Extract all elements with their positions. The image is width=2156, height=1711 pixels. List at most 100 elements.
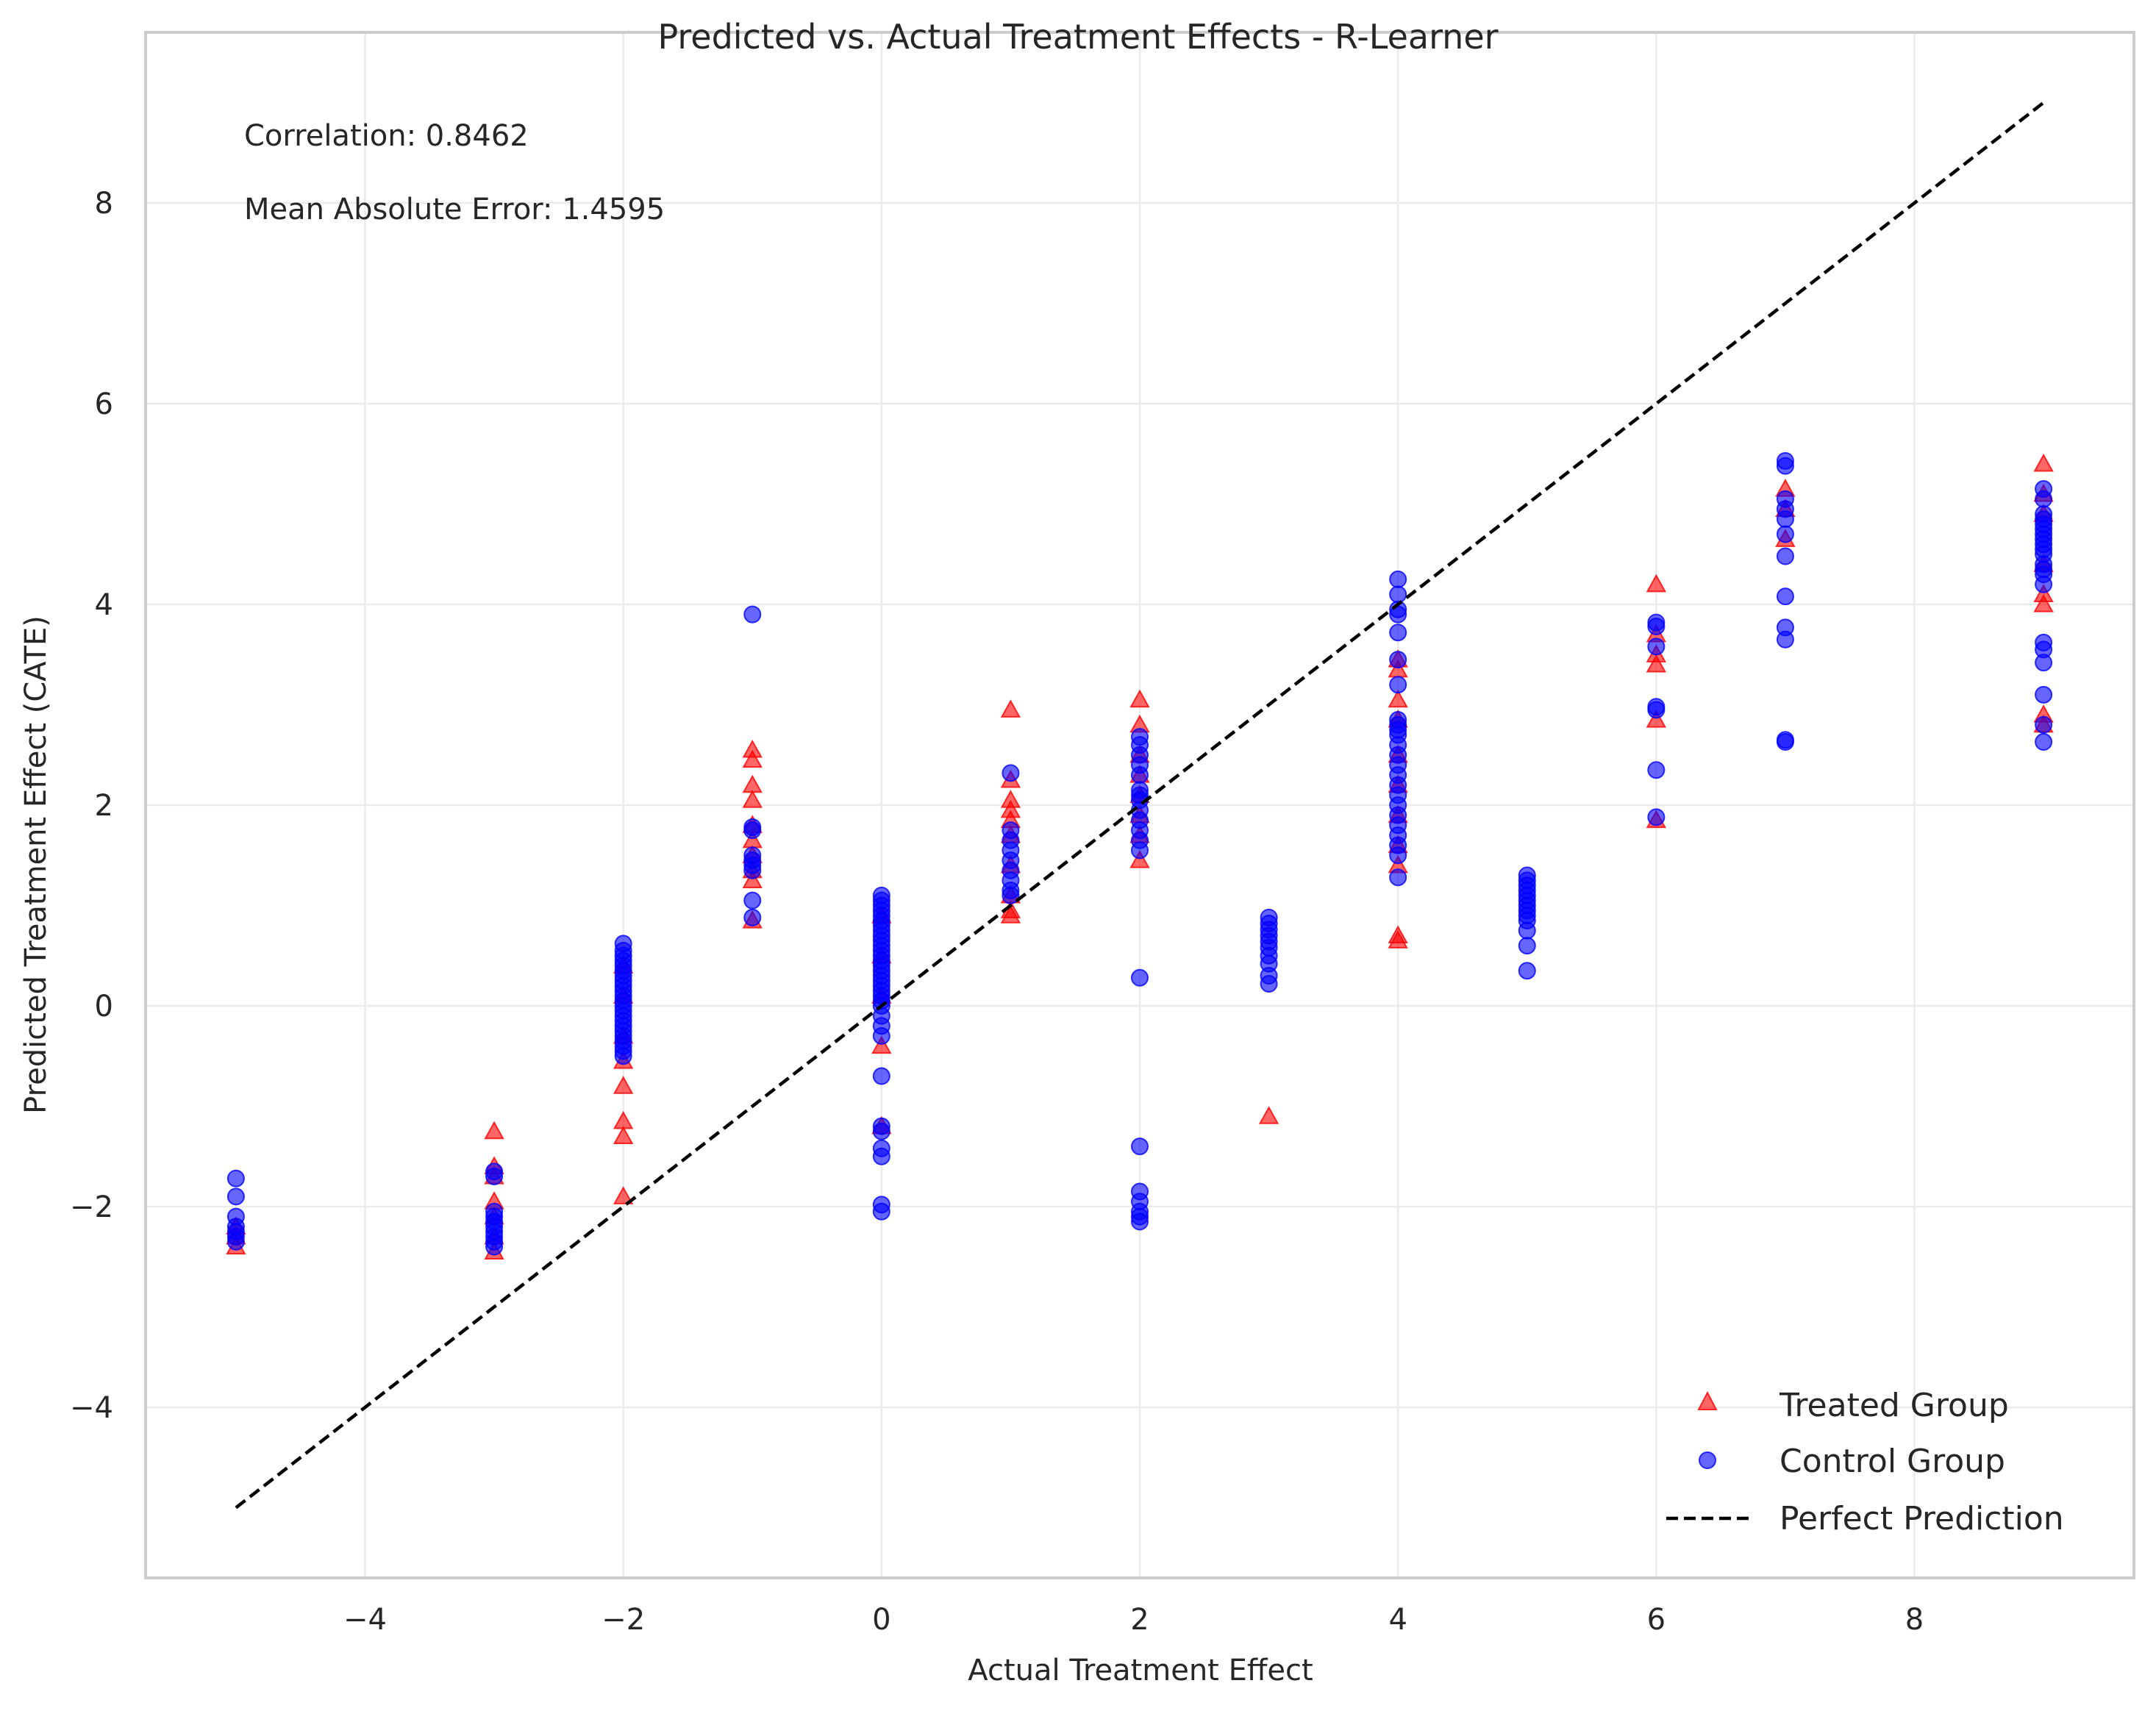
circle-marker-icon xyxy=(1699,1451,1716,1469)
control-point xyxy=(1518,937,1536,955)
control-point xyxy=(1260,974,1278,993)
x-tick-label: −2 xyxy=(602,1603,645,1637)
control-point xyxy=(2035,490,2053,508)
control-point xyxy=(743,605,762,624)
treated-point xyxy=(1646,574,1667,593)
x-tick-label: 2 xyxy=(1130,1603,1149,1637)
x-axis-label: Actual Treatment Effect xyxy=(968,1654,1313,1687)
x-tick-label: −4 xyxy=(343,1603,387,1637)
mae-annotation: Mean Absolute Error: 1.4595 xyxy=(244,193,665,226)
legend-label-perfect-prediction: Perfect Prediction xyxy=(1780,1500,2064,1537)
treated-point xyxy=(613,1076,634,1094)
control-point xyxy=(1131,1212,1149,1231)
legend-item-treated: Treated Group xyxy=(1697,1387,2009,1424)
x-tick-label: 6 xyxy=(1647,1603,1666,1637)
treated-point xyxy=(742,870,763,888)
control-point xyxy=(1389,570,1407,588)
treated-point xyxy=(1129,689,1150,708)
correlation-annotation: Correlation: 0.8462 xyxy=(244,119,529,153)
treated-point xyxy=(613,1186,634,1204)
legend: Treated Group Control Group Perfect Pred… xyxy=(1666,1387,2064,1537)
control-point xyxy=(1776,630,1794,649)
control-point xyxy=(1776,525,1794,543)
control-point xyxy=(485,1237,504,1256)
control-point xyxy=(1002,764,1020,782)
y-tick-label: −4 xyxy=(70,1391,113,1425)
control-point xyxy=(743,861,762,879)
control-point xyxy=(743,908,762,926)
control-point xyxy=(2035,733,2053,751)
y-tick-label: 8 xyxy=(95,187,113,221)
treated-point xyxy=(2033,593,2054,612)
control-point xyxy=(1776,547,1794,565)
control-point xyxy=(1131,968,1149,987)
treated-point xyxy=(1646,654,1667,673)
x-tick-label: 0 xyxy=(872,1603,890,1637)
control-point xyxy=(1131,766,1149,785)
control-point xyxy=(1776,510,1794,528)
perfect-prediction-line xyxy=(235,101,2045,1510)
control-point xyxy=(226,1232,245,1251)
control-point xyxy=(1389,605,1407,624)
control-point xyxy=(1389,624,1407,642)
control-point xyxy=(2035,715,2053,734)
treated-point xyxy=(1000,699,1021,718)
control-point xyxy=(1647,701,1666,719)
control-point xyxy=(1518,921,1536,940)
control-point xyxy=(2035,685,2053,704)
control-point xyxy=(1647,761,1666,779)
control-point xyxy=(1389,676,1407,694)
x-tick-label: 8 xyxy=(1905,1603,1924,1637)
treated-point xyxy=(484,1121,504,1140)
treated-point xyxy=(1258,1106,1279,1124)
control-point xyxy=(872,1026,890,1045)
control-point xyxy=(1389,651,1407,669)
control-point xyxy=(2035,575,2053,593)
control-point xyxy=(872,1202,890,1221)
treated-point xyxy=(1388,930,1408,949)
control-point xyxy=(743,891,762,910)
tick-labels: −4 −2 0 2 4 6 8 −4 −2 0 2 4 6 8 xyxy=(70,187,1924,1637)
y-tick-label: 6 xyxy=(95,387,113,421)
control-point xyxy=(1776,587,1794,606)
control-point xyxy=(1002,886,1020,904)
control-point xyxy=(1131,841,1149,860)
control-point xyxy=(1389,585,1407,604)
control-point xyxy=(872,1122,890,1140)
y-tick-label: 0 xyxy=(95,990,113,1024)
control-series xyxy=(226,451,2053,1256)
control-point xyxy=(614,1047,632,1065)
control-point xyxy=(1776,457,1794,475)
treated-point xyxy=(2033,453,2054,472)
triangle-marker-icon xyxy=(1697,1390,1718,1410)
y-axis-label: Predicted Treatment Effect (CATE) xyxy=(19,615,53,1114)
control-point xyxy=(743,821,762,840)
control-point xyxy=(1131,1137,1149,1156)
treated-point xyxy=(1129,850,1150,868)
legend-label-control: Control Group xyxy=(1780,1443,2005,1480)
control-point xyxy=(485,1168,504,1186)
control-point xyxy=(1389,846,1407,865)
control-point xyxy=(872,1147,890,1165)
y-tick-label: −2 xyxy=(70,1190,113,1224)
treated-point xyxy=(742,749,763,768)
control-point xyxy=(1518,962,1536,980)
control-point xyxy=(226,1169,245,1187)
x-tick-label: 4 xyxy=(1388,1603,1407,1637)
control-point xyxy=(872,1067,890,1085)
treated-point xyxy=(871,1035,892,1054)
control-point xyxy=(1647,618,1666,636)
y-tick-label: 4 xyxy=(95,588,113,622)
legend-label-treated: Treated Group xyxy=(1779,1387,2009,1424)
legend-item-perfect-prediction: Perfect Prediction xyxy=(1666,1500,2064,1537)
legend-item-control: Control Group xyxy=(1699,1443,2005,1480)
treated-point xyxy=(1000,905,1021,924)
control-point xyxy=(1776,733,1794,751)
treated-point xyxy=(1646,709,1667,728)
control-point xyxy=(1647,637,1666,656)
control-point xyxy=(2035,654,2053,672)
y-tick-label: 2 xyxy=(95,789,113,823)
chart-title: Predicted vs. Actual Treatment Effects -… xyxy=(657,17,1498,57)
